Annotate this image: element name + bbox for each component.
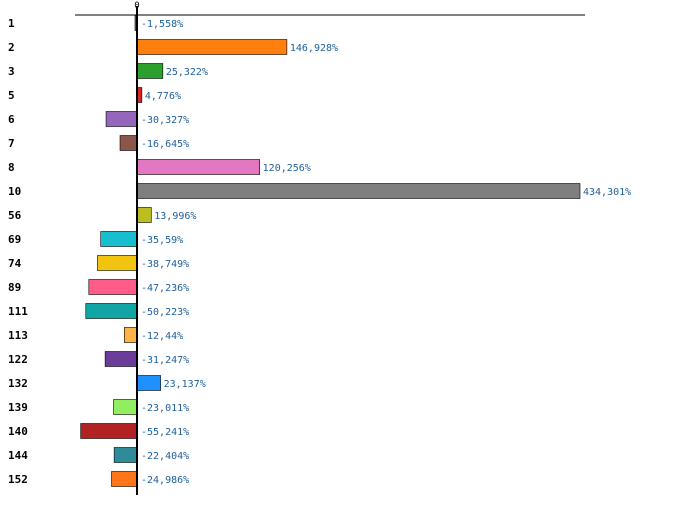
category-label: 132: [8, 377, 28, 390]
category-label: 5: [8, 89, 15, 102]
value-label: -55,241%: [141, 427, 189, 438]
category-label: 111: [8, 305, 28, 318]
value-label: 4,776%: [145, 91, 181, 102]
value-label: -22,404%: [141, 451, 189, 462]
category-label: 89: [8, 281, 21, 294]
value-label: 434,301%: [583, 187, 631, 198]
value-label: -31,247%: [141, 355, 189, 366]
category-label: 144: [8, 449, 28, 462]
value-label: 13,996%: [154, 211, 196, 222]
value-label: 146,928%: [290, 43, 338, 54]
value-label: 25,322%: [166, 67, 208, 78]
bar-69: [100, 231, 138, 247]
bar-6: [105, 111, 138, 127]
value-label: -16,645%: [141, 139, 189, 150]
category-label: 69: [8, 233, 21, 246]
category-label: 139: [8, 401, 28, 414]
bar-8: [136, 159, 260, 175]
bar-7: [119, 135, 138, 151]
bar-140: [80, 423, 138, 439]
value-label: -12,44%: [141, 331, 183, 342]
category-label: 10: [8, 185, 21, 198]
value-label: -30,327%: [141, 115, 189, 126]
category-label: 3: [8, 65, 15, 78]
category-label: 140: [8, 425, 28, 438]
bar-89: [88, 279, 138, 295]
bar-139: [113, 399, 138, 415]
value-label: -1,558%: [141, 19, 183, 30]
bar-74: [97, 255, 138, 271]
bar-152: [111, 471, 138, 487]
bar-10: [136, 183, 581, 199]
category-label: 7: [8, 137, 15, 150]
value-label: 23,137%: [164, 379, 206, 390]
value-label: -24,986%: [141, 475, 189, 486]
category-label: 6: [8, 113, 15, 126]
category-label: 56: [8, 209, 22, 222]
bar-132: [136, 375, 161, 391]
value-label: -50,223%: [141, 307, 189, 318]
category-label: 8: [8, 161, 15, 174]
value-label: -23,011%: [141, 403, 189, 414]
value-label: -47,236%: [141, 283, 189, 294]
value-label: -35,59%: [141, 235, 183, 246]
category-label: 2: [8, 41, 15, 54]
bar-111: [85, 303, 138, 319]
category-label: 152: [8, 473, 28, 486]
category-label: 122: [8, 353, 28, 366]
value-label: -38,749%: [141, 259, 189, 270]
category-label: 74: [8, 257, 22, 270]
bar-113: [124, 327, 138, 343]
bar-2: [136, 39, 288, 55]
category-label: 113: [8, 329, 28, 342]
value-label: 120,256%: [263, 163, 311, 174]
category-label: 1: [8, 17, 15, 30]
bar-122: [104, 351, 138, 367]
bar-3: [136, 63, 164, 79]
bar-144: [113, 447, 138, 463]
bar-56: [136, 207, 152, 223]
